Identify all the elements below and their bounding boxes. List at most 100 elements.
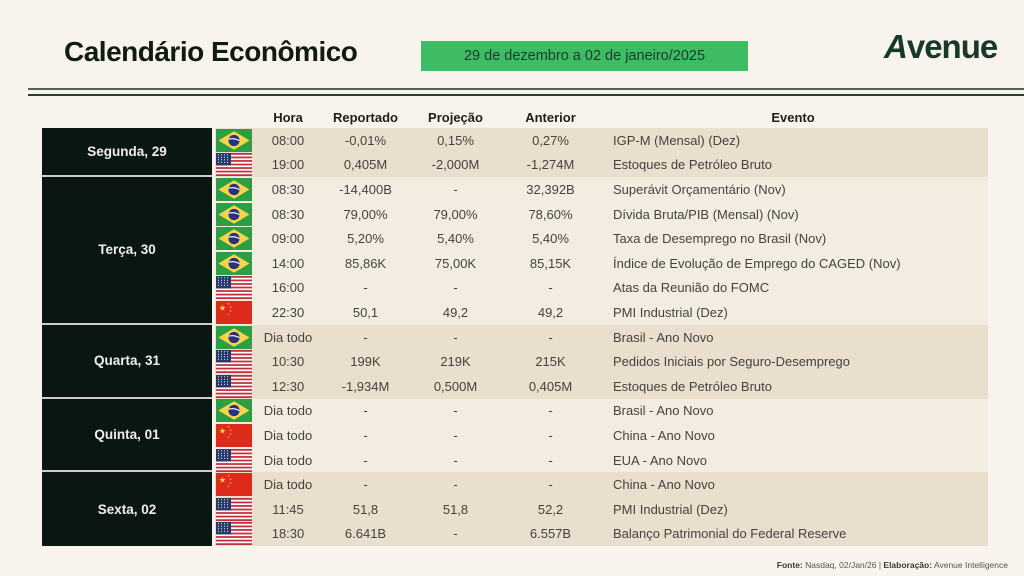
- day-group: Quarta, 31 Dia todo - - - Brasil - Ano Novo 10…: [42, 324, 988, 399]
- projecao-cell: 0,15%: [437, 132, 474, 148]
- day-rows: Dia todo - - - Brasil - Ano Novo 10:30 199K 219…: [215, 324, 988, 399]
- evento-cell: Pedidos Iniciais por Seguro-Desemprego: [613, 354, 851, 370]
- reportado-cell: -0,01%: [344, 132, 387, 148]
- anterior-cell: 85,15K: [529, 255, 572, 271]
- anterior-cell: -: [548, 427, 553, 443]
- reportado-cell: 51,8: [352, 501, 379, 517]
- projecao-cell: -: [453, 329, 458, 345]
- date-range-badge: 29 de dezembro a 02 de janeiro/2025: [421, 41, 748, 71]
- event-row: Dia todo - - - China - Ano Novo: [215, 423, 988, 448]
- evento-cell: Estoques de Petróleo Bruto: [613, 157, 772, 173]
- projecao-cell: -: [453, 403, 458, 419]
- reportado-cell: 85,86K: [344, 255, 387, 271]
- column-header-anterior: Anterior: [525, 109, 576, 125]
- brazil-flag-icon: [215, 177, 253, 201]
- day-label: Quarta, 31: [42, 324, 212, 399]
- day-group: Quinta, 01 Dia todo - - - Brasil - Ano Novo Di…: [42, 398, 988, 473]
- evento-cell: Brasil - Ano Novo: [613, 329, 714, 345]
- evento-cell: PMI Industrial (Dez): [613, 304, 728, 320]
- hora-cell: 09:00: [271, 231, 305, 247]
- anterior-cell: 0,405M: [528, 378, 573, 394]
- source-note: Fonte: Nasdaq, 02/Jan/26 | Elaboração: A…: [777, 560, 1008, 570]
- column-header-evento: Evento: [771, 109, 815, 125]
- elaboracao-label: Elaboração:: [883, 560, 933, 570]
- event-row: 09:00 5,20% 5,40% 5,40% Taxa de Desemprego n…: [215, 226, 988, 251]
- day-label: Segunda, 29: [42, 128, 212, 178]
- reportado-cell: 50,1: [352, 304, 379, 320]
- anterior-cell: 78,60%: [528, 206, 573, 222]
- evento-cell: Índice de Evolução de Emprego do CAGED (…: [613, 255, 901, 271]
- usa-flag-icon: [215, 350, 253, 374]
- day-group: Terça, 30 08:30 -14,400B - 32,392B Superávit …: [42, 177, 988, 325]
- event-row: Dia todo - - - Brasil - Ano Novo: [215, 399, 988, 424]
- event-row: 10:30 199K 219K 215K Pedidos Iniciais por Se…: [215, 349, 988, 374]
- usa-flag-icon: [215, 522, 253, 546]
- avenue-logo-initial: A: [884, 28, 908, 65]
- usa-flag-icon: [215, 374, 253, 398]
- evento-cell: Estoques de Petróleo Bruto: [613, 378, 772, 394]
- anterior-cell: -: [548, 280, 553, 296]
- anterior-cell: -: [548, 329, 553, 345]
- day-group: Segunda, 29 08:00 -0,01% 0,15% 0,27% IGP-M (M…: [42, 128, 988, 178]
- evento-cell: Brasil - Ano Novo: [613, 403, 714, 419]
- hora-cell: Dia todo: [263, 403, 313, 419]
- header: Calendário Econômico 29 de dezembro a 02…: [0, 0, 1024, 96]
- evento-cell: PMI Industrial (Dez): [613, 501, 728, 517]
- hora-cell: Dia todo: [263, 477, 313, 493]
- brazil-flag-icon: [215, 227, 253, 251]
- reportado-cell: -: [363, 427, 368, 443]
- event-row: 18:30 6.641B - 6.557B Balanço Patrimonial do…: [215, 522, 988, 547]
- event-row: 11:45 51,8 51,8 52,2 PMI Industrial (Dez): [215, 497, 988, 522]
- anterior-cell: 0,27%: [532, 132, 569, 148]
- reportado-cell: 0,405M: [343, 157, 388, 173]
- evento-cell: Superávit Orçamentário (Nov): [613, 181, 786, 197]
- hora-cell: Dia todo: [263, 427, 313, 443]
- event-row: 19:00 0,405M -2,000M -1,274M Estoques de Pet…: [215, 153, 988, 178]
- elaboracao-value: Avenue Intelligence: [932, 560, 1008, 570]
- anterior-cell: 6.557B: [529, 526, 572, 542]
- event-row: Dia todo - - - China - Ano Novo: [215, 472, 988, 497]
- evento-cell: China - Ano Novo: [613, 427, 715, 443]
- hora-cell: 14:00: [271, 255, 305, 271]
- event-row: 12:30 -1,934M 0,500M 0,405M Estoques de Petr…: [215, 374, 988, 399]
- reportado-cell: -: [363, 477, 368, 493]
- day-rows: 08:00 -0,01% 0,15% 0,27% IGP-M (Mensal) (Dez…: [215, 128, 988, 178]
- anterior-cell: -: [548, 403, 553, 419]
- date-range-text: 29 de dezembro a 02 de janeiro/2025: [463, 48, 706, 64]
- column-header-reportado: Reportado: [333, 109, 398, 125]
- usa-flag-icon: [215, 276, 253, 300]
- projecao-cell: -: [453, 427, 458, 443]
- hora-cell: 11:45: [272, 501, 304, 517]
- column-header-hora: Hora: [273, 109, 303, 125]
- anterior-cell: -: [548, 477, 553, 493]
- reportado-cell: -: [363, 403, 368, 419]
- usa-flag-icon: [215, 153, 253, 177]
- projecao-cell: 75,00K: [434, 255, 477, 271]
- brazil-flag-icon: [215, 251, 253, 275]
- table-groups: Segunda, 29 08:00 -0,01% 0,15% 0,27% IGP-M (M…: [42, 128, 988, 547]
- projecao-cell: 219K: [440, 354, 471, 370]
- evento-cell: IGP-M (Mensal) (Dez): [613, 132, 741, 148]
- hora-cell: 19:00: [271, 157, 305, 173]
- brazil-flag-icon: [215, 325, 253, 349]
- reportado-cell: -14,400B: [339, 181, 392, 197]
- hora-cell: 08:30: [271, 206, 305, 222]
- china-flag-icon: [215, 473, 253, 497]
- projecao-cell: 5,40%: [437, 231, 474, 247]
- event-row: 08:30 -14,400B - 32,392B Superávit Orçamentá…: [215, 177, 988, 202]
- fonte-value: Nasdaq, 02/Jan/26 |: [802, 560, 884, 570]
- usa-flag-icon: [215, 448, 253, 472]
- reportado-cell: 6.641B: [344, 526, 387, 542]
- event-row: Dia todo - - - Brasil - Ano Novo: [215, 325, 988, 350]
- avenue-logo: Avenue: [884, 28, 998, 66]
- brazil-flag-icon: [215, 399, 253, 423]
- evento-cell: Balanço Patrimonial do Federal Reserve: [613, 526, 847, 542]
- brazil-flag-icon: [215, 202, 253, 226]
- event-row: 22:30 50,1 49,2 49,2 PMI Industrial (Dez): [215, 300, 988, 325]
- usa-flag-icon: [215, 497, 253, 521]
- projecao-cell: -2,000M: [431, 157, 480, 173]
- hora-cell: Dia todo: [263, 329, 313, 345]
- hora-cell: 10:30: [271, 354, 305, 370]
- anterior-cell: 215K: [535, 354, 566, 370]
- reportado-cell: 5,20%: [347, 231, 384, 247]
